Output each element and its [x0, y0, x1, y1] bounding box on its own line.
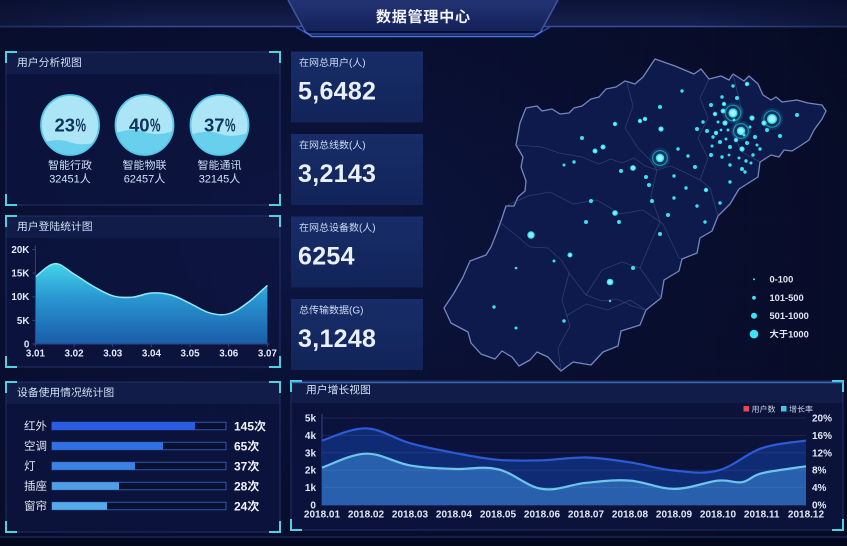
svg-text:0%: 0% [812, 501, 827, 512]
svg-text:%: % [150, 116, 161, 136]
svg-text:3.02: 3.02 [65, 349, 85, 360]
svg-text:4k: 4k [305, 431, 317, 442]
svg-text:(: ( [359, 223, 363, 234]
svg-text:(G): (G) [349, 306, 363, 317]
svg-text:3.07: 3.07 [258, 349, 278, 360]
svg-text:15K: 15K [11, 269, 29, 280]
svg-text:): ) [362, 141, 365, 152]
svg-text:28: 28 [234, 480, 248, 494]
svg-text:2018.09: 2018.09 [656, 510, 693, 521]
svg-text:1000: 1000 [788, 329, 809, 339]
svg-text:2018.02: 2018.02 [348, 510, 385, 521]
svg-text:5K: 5K [17, 316, 30, 327]
svg-text:(: ( [349, 141, 353, 152]
svg-text:): ) [362, 58, 365, 69]
svg-text:3.06: 3.06 [219, 349, 239, 360]
svg-text:2018.10: 2018.10 [700, 510, 737, 521]
svg-text:501-1000: 501-1000 [770, 311, 809, 321]
svg-text:4%: 4% [812, 483, 827, 494]
svg-text:%: % [76, 116, 87, 136]
svg-text:2018.07: 2018.07 [568, 510, 605, 521]
svg-text:8%: 8% [812, 466, 827, 477]
svg-text:20K: 20K [11, 245, 29, 256]
svg-text:37: 37 [204, 115, 225, 136]
svg-text:1k: 1k [305, 483, 317, 494]
svg-text:101-500: 101-500 [770, 293, 804, 303]
svg-text:32451: 32451 [49, 174, 80, 186]
svg-text:37: 37 [234, 460, 248, 474]
svg-text:2018.05: 2018.05 [480, 510, 517, 521]
svg-text:2018.11: 2018.11 [744, 510, 780, 521]
svg-text:40: 40 [129, 115, 150, 136]
svg-text:62457: 62457 [124, 174, 155, 186]
svg-text:145: 145 [234, 420, 254, 434]
svg-text:24: 24 [234, 500, 248, 514]
svg-text:3,1248: 3,1248 [298, 325, 376, 353]
svg-text:3,2143: 3,2143 [298, 160, 376, 188]
svg-text:12%: 12% [812, 448, 832, 459]
svg-text:3k: 3k [305, 448, 317, 459]
svg-text:3.01: 3.01 [26, 349, 46, 360]
svg-text:5k: 5k [305, 414, 317, 425]
svg-text:3.03: 3.03 [103, 349, 123, 360]
svg-text:0-100: 0-100 [770, 275, 794, 285]
svg-text:%: % [225, 116, 236, 136]
svg-text:2018.04: 2018.04 [436, 510, 473, 521]
svg-text:6254: 6254 [298, 243, 355, 271]
svg-text:2018.12: 2018.12 [788, 510, 825, 521]
svg-text:2018.01: 2018.01 [304, 510, 341, 521]
svg-text:2018.08: 2018.08 [612, 510, 649, 521]
svg-text:5,6482: 5,6482 [298, 78, 376, 106]
svg-text:23: 23 [55, 115, 76, 136]
svg-text:20%: 20% [812, 414, 832, 425]
svg-text:3.05: 3.05 [181, 349, 201, 360]
svg-text:2k: 2k [305, 466, 317, 477]
svg-text:2018.03: 2018.03 [392, 510, 429, 521]
svg-text:10K: 10K [11, 292, 29, 303]
svg-text:3.04: 3.04 [142, 349, 162, 360]
svg-text:0: 0 [310, 501, 316, 512]
svg-text:32145: 32145 [199, 174, 230, 186]
svg-text:2018.06: 2018.06 [524, 510, 561, 521]
svg-text:0: 0 [24, 340, 30, 351]
svg-text:): ) [372, 223, 375, 234]
svg-text:16%: 16% [812, 431, 832, 442]
svg-text:(: ( [349, 58, 353, 69]
svg-text:65: 65 [234, 440, 248, 454]
